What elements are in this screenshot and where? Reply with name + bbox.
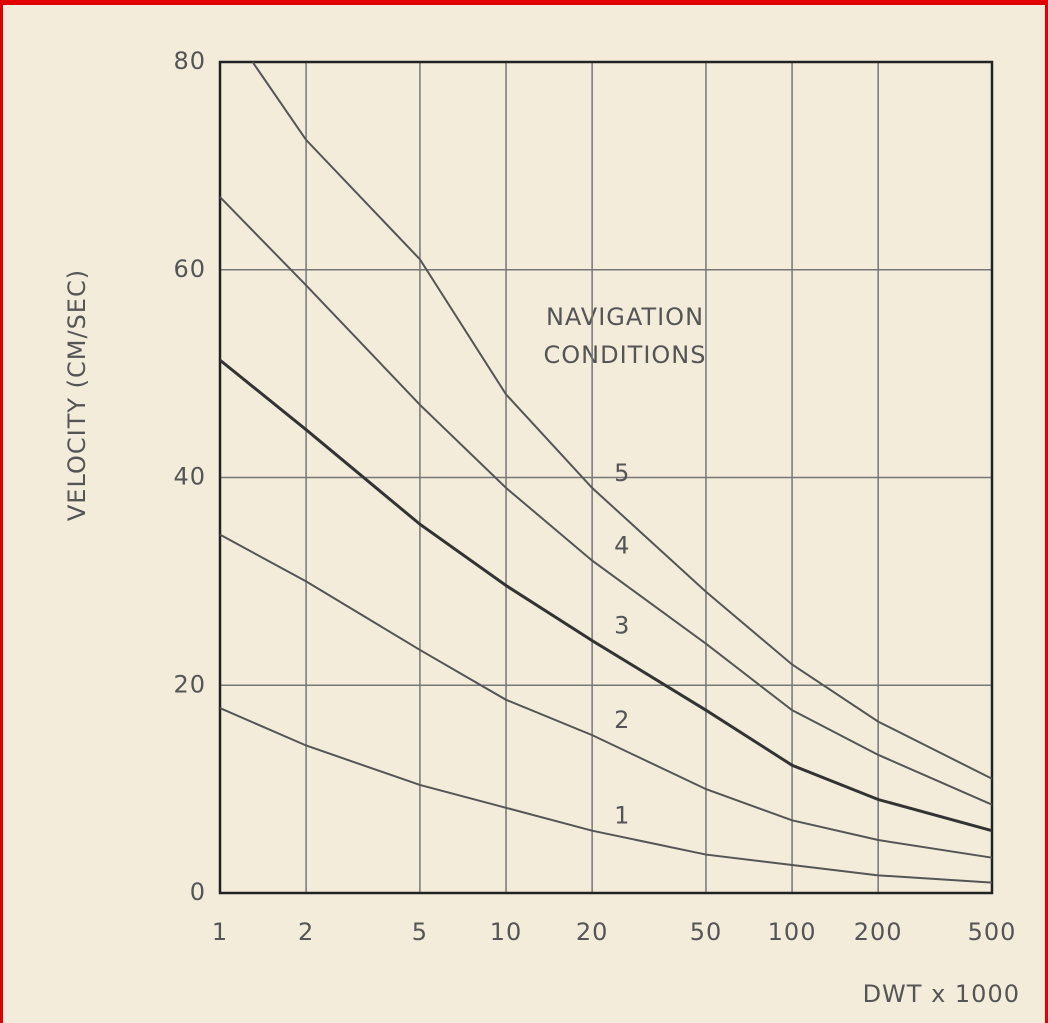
plot-frame <box>218 60 994 895</box>
series-label: 4 <box>614 532 630 560</box>
x-tick-label: 50 <box>690 918 723 946</box>
x-tick-label: 100 <box>768 918 817 946</box>
y-tick-label: 60 <box>173 255 206 283</box>
x-tick-label: 10 <box>490 918 523 946</box>
series-label: 5 <box>614 459 630 487</box>
series-line <box>219 358 993 833</box>
series-label: 3 <box>614 612 630 640</box>
left-border <box>0 0 3 1023</box>
series-line <box>251 61 993 780</box>
y-tick-label: 40 <box>173 463 206 491</box>
x-tick-label: 2 <box>298 918 314 946</box>
top-border <box>0 0 1048 5</box>
series-line <box>219 533 993 859</box>
x-axis-label: DWT x 1000 <box>863 980 1020 1008</box>
x-tick-label: 500 <box>968 918 1017 946</box>
x-tick-label: 200 <box>854 918 903 946</box>
y-tick-label: 20 <box>173 670 206 698</box>
y-axis-label: VELOCITY (CM/SEC) <box>63 269 91 521</box>
series-line <box>219 707 993 884</box>
series-label: 1 <box>614 802 630 830</box>
right-border <box>1045 0 1048 1023</box>
x-tick-label: 5 <box>412 918 428 946</box>
y-tick-label: 80 <box>173 47 206 75</box>
annotation: CONDITIONS <box>544 341 707 369</box>
x-tick-label: 1 <box>212 918 228 946</box>
series-line <box>219 196 993 806</box>
series-label: 2 <box>614 706 630 734</box>
y-tick-label: 0 <box>190 878 206 906</box>
annotation: NAVIGATION <box>546 303 704 331</box>
x-tick-label: 20 <box>576 918 609 946</box>
